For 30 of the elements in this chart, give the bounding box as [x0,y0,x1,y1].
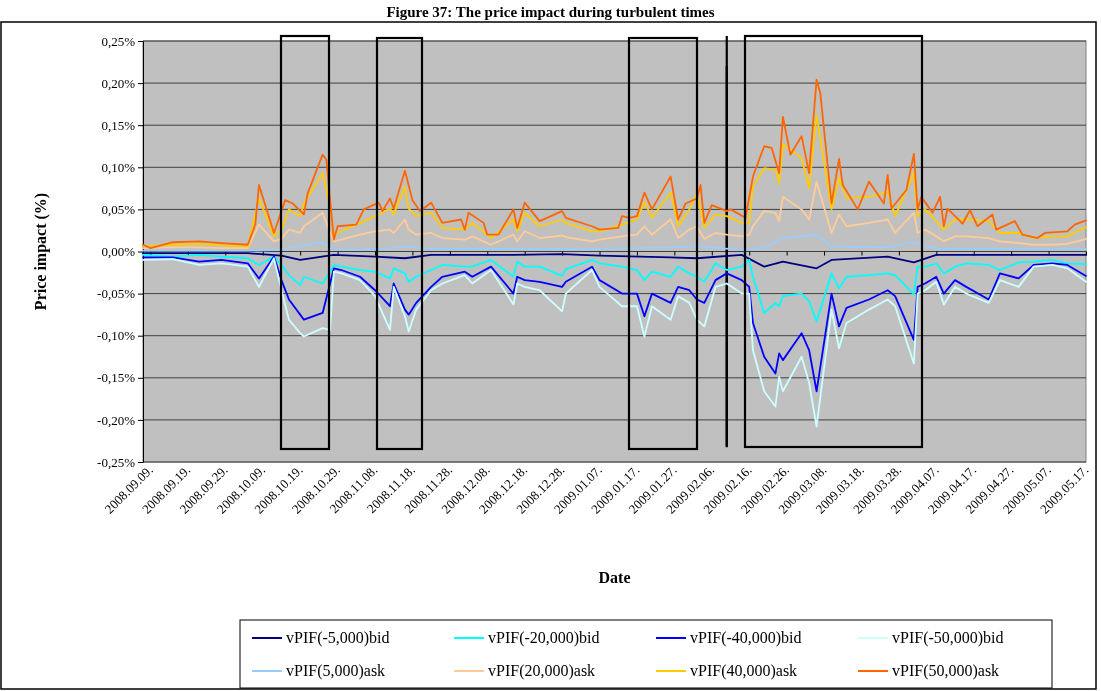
legend-label: vPIF(-20,000)bid [488,629,600,647]
line-series [142,255,1087,393]
y-tick-label: 0,05% [101,202,136,218]
legend-label: vPIF(-5,000)bid [286,629,390,647]
line-series [142,252,1087,270]
y-tick-label: -0,20% [97,412,136,428]
x-axis-title: Date [598,569,631,586]
line-series [142,78,1087,250]
line-series [142,114,1087,248]
legend-label: vPIF(40,000)ask [690,662,798,680]
legend-label: vPIF(5,000)ask [286,662,386,680]
y-tick-label: -0,10% [97,328,136,344]
y-tick-label: 0,10% [101,159,136,175]
line-series [142,253,1087,323]
line-series [142,233,1087,252]
y-axis-title: Price impact (%) [32,192,50,311]
y-tick-label: -0,25% [97,454,136,470]
y-tick-label: 0,25% [101,33,136,49]
legend-label: vPIF(-50,000)bid [892,629,1004,647]
chart-title: Figure 37: The price impact during turbulent times [386,4,715,20]
legend-label: vPIF(-40,000)bid [690,629,802,647]
y-tick-label: 0,20% [101,75,136,91]
line-series [142,257,1087,428]
legend-label: vPIF(20,000)ask [488,662,596,680]
y-tick-label: 0,00% [101,244,136,260]
y-tick-label: -0,15% [97,370,136,386]
y-tick-label: 0,15% [101,117,136,133]
legend-label: vPIF(50,000)ask [892,662,1000,680]
line-series [142,180,1087,250]
y-tick-label: -0,05% [97,286,136,302]
